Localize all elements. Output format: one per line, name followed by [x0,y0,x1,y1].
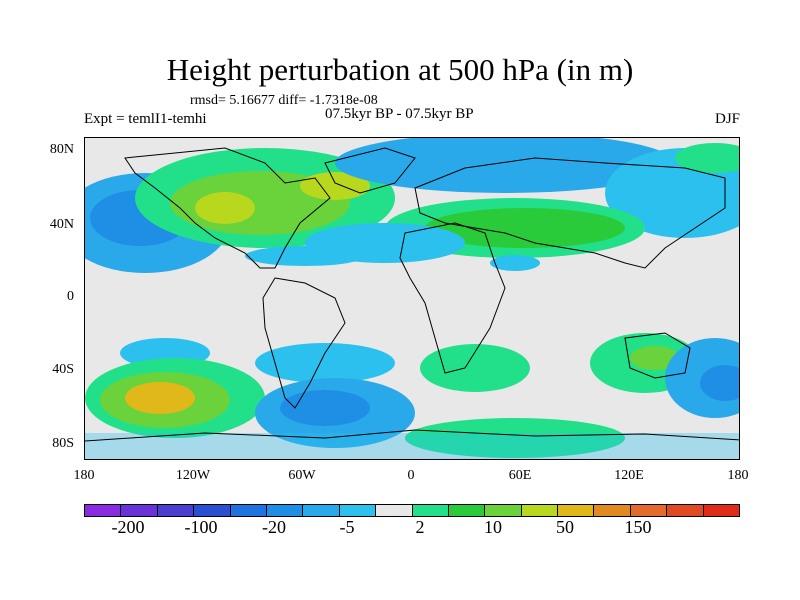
coastline-south-america [262,277,346,409]
lon-label: 120E [614,468,644,483]
season-label: DJF [714,111,740,127]
colorbar-swatch [376,505,413,516]
contour-region [195,192,255,224]
contour-map [85,138,739,459]
colorbar-label: -200 [111,517,145,537]
lon-label: 120W [175,468,211,483]
coastline-africa [399,222,506,374]
coastline-australia [624,332,691,379]
lon-label: 0 [407,468,415,483]
contour-region [245,246,365,266]
map-panel [84,137,740,460]
lat-label: 80N [49,142,74,157]
colorbar-swatch [412,505,449,516]
colorbar-label: 10 [484,517,502,537]
period-label: 07.5kyr BP - 07.5kyr BP [325,106,474,122]
lat-label: 40S [52,362,74,377]
colorbar-swatch [266,505,304,516]
colorbar-swatch [485,505,522,516]
contour-region [675,143,739,173]
contour-region [300,172,370,200]
contour-region [405,418,625,458]
colorbar-swatch [121,505,158,516]
colorbar-label: 50 [556,517,574,537]
contour-region [125,382,195,414]
colorbar-swatch [703,505,740,516]
contour-region [255,343,395,383]
contour-region [700,365,739,401]
colorbar-swatch [230,505,267,516]
contour-region [490,255,540,271]
colorbar-label: 2 [415,517,425,537]
contour-region [420,344,530,392]
colorbar-label: 150 [624,517,652,537]
lon-label: 180 [727,468,749,483]
contour-region [630,346,680,370]
contour-region [335,138,675,193]
coastline-eurasia [414,157,726,269]
coastline-north-america [124,147,331,269]
colorbar-label: -100 [184,517,218,537]
colorbar-label: -20 [262,517,286,537]
lat-label: 80S [52,436,74,451]
colorbar-label: -5 [339,517,355,537]
colorbar-swatch [303,505,340,516]
stats-text: rmsd= 5.16677 diff= -1.7318e-08 [190,93,378,108]
contour-region [85,433,739,459]
lon-label: 60E [508,468,532,483]
lon-label: 180 [73,468,95,483]
coastline-greenland [324,147,416,194]
experiment-label: Expt = temlI1-temhi [84,111,207,127]
map-title: Height perturbation at 500 hPa (in m) [166,52,634,87]
colorbar-swatch [667,505,704,516]
contour-region [280,390,370,426]
colorbar-swatch [521,505,559,516]
colorbar-swatch [339,505,377,516]
colorbar-swatch [594,505,631,516]
lat-label: 40N [49,217,74,232]
lat-label: 0 [67,289,74,304]
colorbar-swatch [448,505,486,516]
colorbar [84,504,740,517]
lon-label: 60W [288,468,316,483]
colorbar-swatch [558,505,595,516]
colorbar-swatch [630,505,668,516]
colorbar-swatch [157,505,195,516]
colorbar-swatch [194,505,231,516]
colorbar-swatch [85,505,122,516]
coastline-antarctica [85,429,739,442]
contour-region [425,208,625,248]
